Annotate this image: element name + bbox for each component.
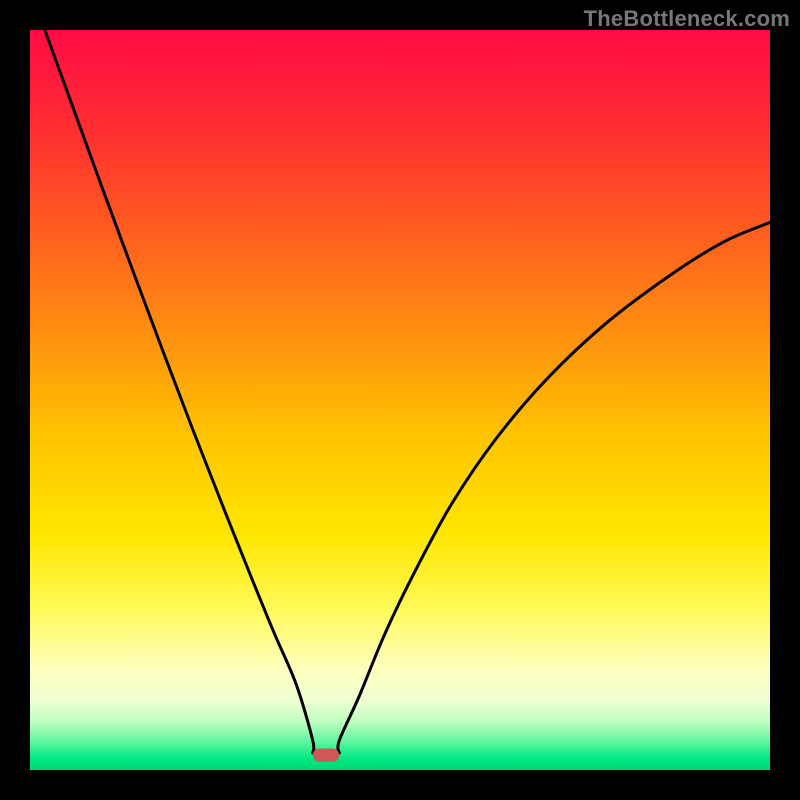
bottleneck-chart: [0, 0, 800, 800]
plot-background: [30, 30, 770, 770]
watermark-text: TheBottleneck.com: [584, 6, 790, 32]
chart-stage: TheBottleneck.com: [0, 0, 800, 800]
optimum-marker: [313, 749, 339, 762]
